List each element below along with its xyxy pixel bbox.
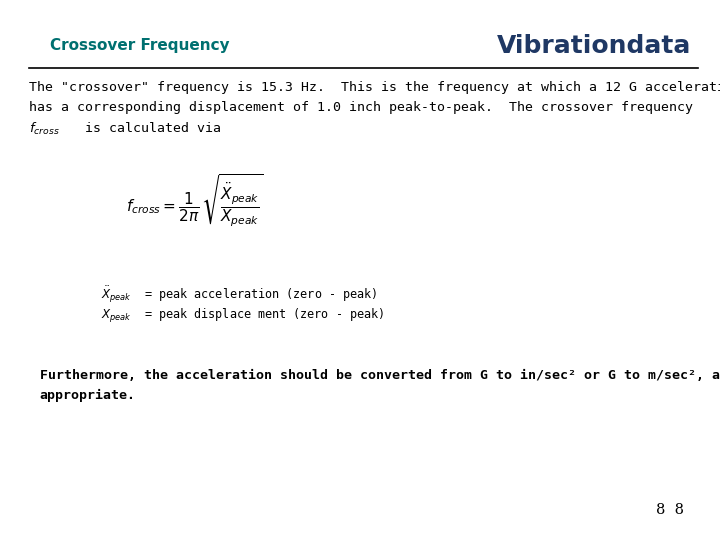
Text: appropriate.: appropriate.: [40, 389, 135, 402]
Text: $\ddot{X}_{peak}$  = peak acceleration (zero - peak): $\ddot{X}_{peak}$ = peak acceleration (z…: [101, 284, 377, 305]
Text: Furthermore, the acceleration should be converted from G to in/sec² or G to m/se: Furthermore, the acceleration should be …: [40, 369, 720, 382]
Text: has a corresponding displacement of 1.0 inch peak-to-peak.  The crossover freque: has a corresponding displacement of 1.0 …: [29, 102, 693, 114]
Text: $X_{peak}$  = peak displace ment (zero - peak): $X_{peak}$ = peak displace ment (zero - …: [101, 307, 384, 325]
Text: $f_{cross} = \dfrac{1}{2\pi}\,\sqrt{\dfrac{\ddot{X}_{peak}}{X_{peak}}}$: $f_{cross} = \dfrac{1}{2\pi}\,\sqrt{\dfr…: [126, 173, 263, 229]
Text: $f_{cross}$: $f_{cross}$: [29, 120, 60, 137]
Text: 8  8: 8 8: [656, 503, 683, 517]
Text: Crossover Frequency: Crossover Frequency: [50, 38, 230, 53]
Text: Vibrationdata: Vibrationdata: [497, 34, 691, 58]
Text: is calculated via: is calculated via: [77, 122, 221, 135]
Text: The "crossover" frequency is 15.3 Hz.  This is the frequency at which a 12 G acc: The "crossover" frequency is 15.3 Hz. Th…: [29, 81, 720, 94]
